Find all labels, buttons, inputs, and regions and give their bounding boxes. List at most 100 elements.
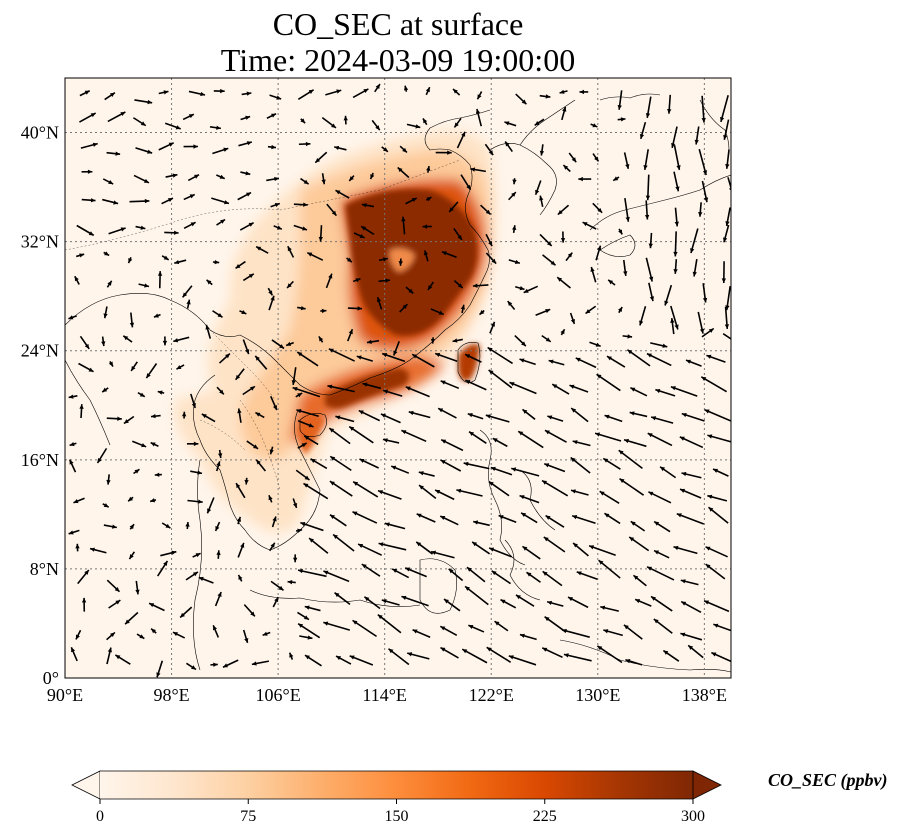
wind-arrow: [701, 180, 709, 203]
wind-arrow: [106, 631, 116, 641]
wind-arrow: [268, 542, 276, 552]
wind-arrow: [659, 466, 677, 479]
wind-arrow: [161, 255, 170, 261]
wind-arrow: [359, 458, 379, 469]
wind-arrow: [262, 631, 271, 637]
wind-arrow: [384, 522, 406, 530]
wind-arrow: [329, 514, 347, 527]
wind-arrow: [183, 221, 196, 229]
wind-arrow: [106, 151, 121, 156]
wind-arrow: [463, 461, 490, 470]
wind-arrow: [578, 176, 592, 182]
wind-arrow: [484, 143, 494, 156]
wind-arrow: [404, 567, 427, 578]
wind-arrow: [158, 90, 169, 95]
wind-arrow: [453, 228, 463, 241]
wind-arrow: [670, 385, 698, 397]
wind-arrow: [622, 334, 633, 339]
wind-arrow: [570, 407, 589, 423]
title-line-2: Time: 2024-03-09 19:00:00: [220, 42, 576, 78]
wind-arrow: [472, 283, 489, 288]
wind-arrow: [692, 259, 698, 277]
wind-arrow: [685, 359, 702, 367]
wind-arrow: [380, 413, 401, 424]
wind-arrow: [623, 624, 643, 640]
wind-arrow: [325, 273, 333, 289]
wind-arrow: [79, 404, 84, 419]
wind-arrow: [673, 171, 680, 192]
wind-arrow: [464, 585, 489, 606]
wind-arrow: [403, 85, 409, 92]
wind-arrow: [491, 570, 512, 585]
wind-arrow: [188, 90, 206, 97]
colorbar-tick-label: 225: [533, 808, 557, 825]
wind-arrow: [68, 529, 80, 535]
wind-arrow: [543, 462, 566, 473]
wind-arrow: [132, 117, 147, 127]
gridlines: [65, 78, 731, 678]
wind-arrow: [371, 119, 381, 131]
wind-arrow: [323, 570, 350, 583]
wind-arrow: [515, 286, 525, 291]
latitude-tick-label: 24°N: [21, 341, 59, 361]
colorbar-extend-max: [692, 770, 722, 800]
wind-arrow: [272, 596, 279, 608]
wind-arrow: [430, 308, 445, 316]
wind-arrow: [542, 254, 557, 266]
wind-arrow: [486, 646, 512, 663]
wind-arrow: [722, 224, 730, 243]
coastlines: [65, 93, 731, 673]
wind-arrow: [488, 547, 513, 558]
wind-arrow: [353, 232, 365, 239]
wind-arrow: [335, 655, 352, 665]
wind-arrow: [671, 126, 678, 149]
title-line-1: CO_SEC at surface: [272, 6, 524, 42]
wind-arrow: [75, 629, 82, 640]
wind-arrow: [397, 166, 410, 179]
wind-arrow: [216, 386, 225, 395]
wind-arrow: [443, 598, 461, 612]
wind-arrow: [287, 245, 295, 258]
wind-arrow: [374, 83, 381, 93]
wind-arrow: [211, 197, 230, 205]
wind-arrow: [653, 520, 671, 533]
wind-arrow: [360, 225, 375, 236]
wind-arrow: [366, 339, 380, 344]
wind-arrow: [667, 94, 672, 114]
wind-arrow: [154, 472, 162, 477]
wind-arrow: [543, 536, 566, 553]
wind-arrow: [270, 202, 281, 208]
wind-arrow: [237, 191, 252, 201]
wind-arrow: [701, 327, 715, 338]
colorbar-gradient: [100, 771, 693, 799]
wind-arrow: [241, 91, 252, 96]
wind-arrow: [326, 203, 338, 217]
wind-arrow: [629, 411, 648, 418]
wind-arrow: [255, 245, 269, 254]
longitude-tick-labels: 90°E 98°E 106°E 114°E 122°E 130°E 138°E: [47, 685, 727, 705]
wind-arrow: [352, 619, 378, 638]
longitude-tick-label: 106°E: [256, 685, 301, 705]
wind-arrow: [293, 224, 308, 231]
wind-arrow: [676, 512, 705, 525]
wind-arrow: [724, 306, 730, 329]
wind-arrow: [619, 478, 645, 496]
wind-arrow: [270, 395, 278, 411]
wind-arrow: [266, 113, 277, 119]
wind-arrow: [648, 282, 655, 302]
wind-arrow: [318, 336, 324, 343]
wind-arrow: [519, 494, 540, 504]
wind-arrow: [381, 146, 389, 153]
colorbar-label: CO_SEC (ppbv): [768, 770, 888, 791]
wind-arrow: [106, 280, 113, 288]
wind-arrow: [334, 145, 347, 151]
wind-arrow: [328, 427, 351, 445]
wind-arrow: [644, 200, 650, 220]
wind-arrow: [135, 580, 140, 595]
wind-arrow: [266, 176, 280, 182]
wind-arrow: [453, 117, 462, 128]
wind-arrow: [624, 197, 630, 222]
wind-arrow: [270, 580, 284, 591]
wind-arrow: [134, 99, 153, 105]
